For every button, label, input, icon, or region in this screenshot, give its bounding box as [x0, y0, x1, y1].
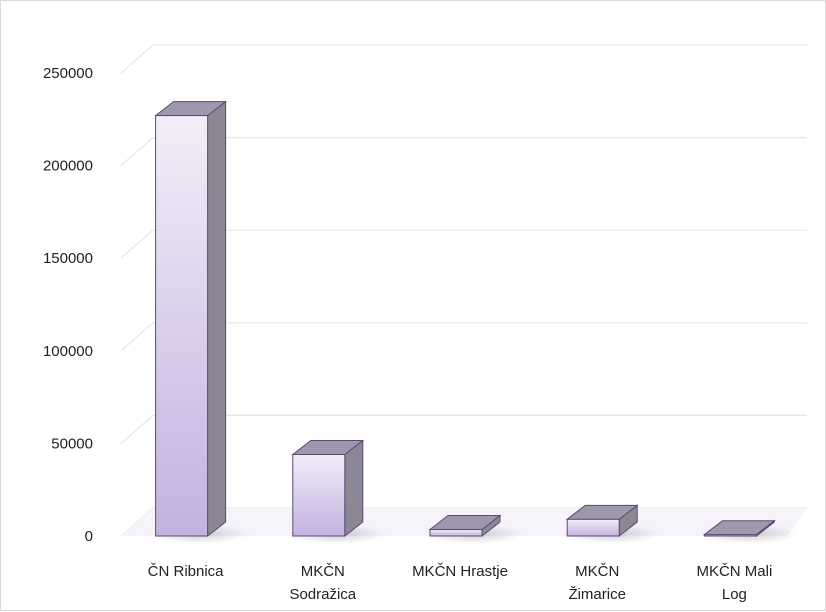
bar	[703, 534, 757, 537]
y-tick-label: 200000	[43, 158, 93, 175]
y-tick-label: 100000	[43, 343, 93, 360]
bar	[566, 518, 620, 537]
x-tick-label: MKČN Hrastje	[412, 563, 508, 580]
bar-layer	[150, 100, 798, 544]
gridline-diagonal	[120, 322, 154, 352]
y-axis-ticks: 0 50000 100000 150000 200000 250000	[43, 65, 93, 545]
x-axis-labels: ČN Ribnica MKČN Sodražica MKČN Hrastje MKČN Ž…	[148, 563, 773, 603]
x-tick-label: MKČN	[575, 563, 619, 580]
x-tick-label: Žimarice	[568, 586, 626, 603]
gridline-diagonal	[120, 137, 154, 167]
bar-side	[344, 439, 364, 538]
gridline-diagonal	[120, 229, 154, 259]
x-tick-label: MKČN	[301, 563, 345, 580]
bar	[429, 529, 483, 537]
bar-side	[207, 100, 227, 538]
y-tick-label: 250000	[43, 65, 93, 82]
x-tick-label: Sodražica	[289, 586, 356, 603]
bar	[155, 115, 209, 537]
x-tick-label: ČN Ribnica	[148, 563, 225, 580]
gridline-diagonal	[120, 414, 154, 444]
bar	[292, 454, 346, 537]
x-tick-label: MKČN Mali	[696, 563, 772, 580]
gridline-diagonal	[120, 44, 154, 74]
y-tick-label: 0	[85, 528, 93, 545]
x-tick-label: Log	[722, 586, 747, 603]
y-tick-label: 150000	[43, 250, 93, 267]
y-tick-label: 50000	[51, 435, 93, 452]
